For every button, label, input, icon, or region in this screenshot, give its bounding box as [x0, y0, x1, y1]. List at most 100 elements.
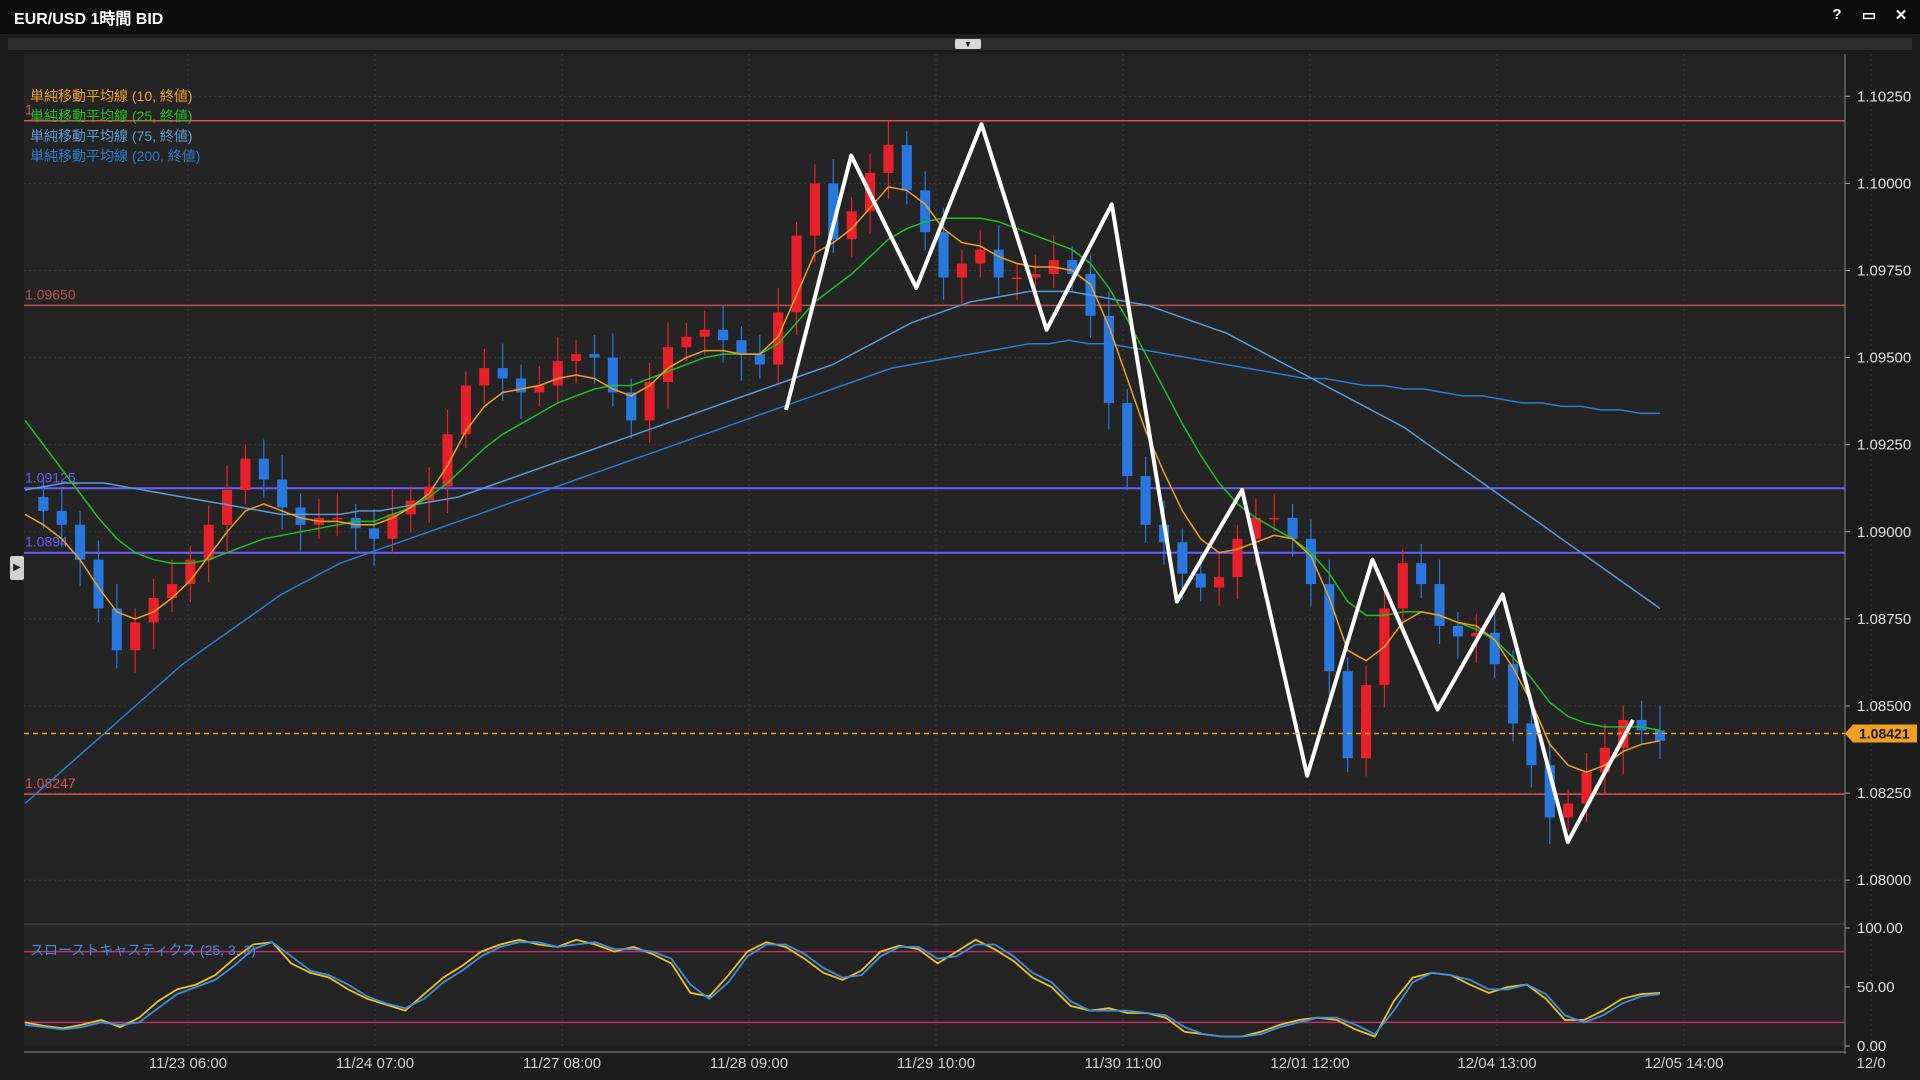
candle-body — [975, 249, 986, 264]
candle-body — [828, 183, 839, 240]
x-axis-tick-label: 12/05 14:00 — [1644, 1055, 1723, 1072]
level-line-label: 1.09125 — [25, 469, 76, 485]
candle-body — [130, 622, 141, 651]
candle-body — [1581, 772, 1592, 804]
maximize-icon[interactable]: ▭ — [1861, 7, 1877, 24]
oscillator-y-tick-label: 0.00 — [1857, 1038, 1886, 1055]
candle-body — [350, 517, 361, 529]
candle-body — [956, 263, 967, 278]
legend-entry: 単純移動平均線 (75, 終値) — [30, 128, 193, 144]
level-line-label: 1.09650 — [25, 286, 76, 302]
oscillator-title: スローストキャスティクス (25, 3, 3) — [30, 942, 256, 958]
candle-body — [1250, 517, 1261, 539]
candle-body — [1416, 563, 1427, 585]
candle-body — [1507, 664, 1519, 724]
collapse-toggle-button[interactable]: ▼ — [955, 39, 981, 49]
level-line-label: 1 — [25, 102, 33, 118]
candle-body — [1434, 584, 1445, 626]
candle-body — [589, 354, 600, 358]
candle-body — [699, 329, 710, 337]
candle-body — [515, 378, 527, 393]
y-axis-tick-label: 1.10000 — [1857, 175, 1911, 192]
candle-body — [148, 598, 159, 623]
candle-body — [1471, 632, 1482, 637]
candle-body — [1232, 538, 1243, 578]
y-axis-tick-labels: 1.10250 1.10000 1.09750 1.09500 1.09250 1.090… — [1845, 88, 1911, 889]
candle-body — [1526, 723, 1537, 766]
oscillator-y-tick-label: 100.00 — [1857, 920, 1903, 937]
level-line-label: 1.08247 — [25, 775, 76, 791]
y-axis-tick-label: 1.08500 — [1857, 698, 1911, 715]
candle-body — [736, 340, 747, 355]
x-axis-tick-label: 11/27 08:00 — [523, 1055, 601, 1072]
candle-body — [368, 528, 380, 539]
candle-body — [1654, 730, 1666, 741]
candle-body — [681, 336, 692, 348]
indicator-legend: 単純移動平均線 (10, 終値) 単純移動平均線 (25, 終値) 単純移動平均線 … — [30, 88, 200, 164]
candle-body — [240, 458, 251, 490]
stochastic-d-line — [24, 941, 1661, 1038]
candle-body — [1636, 719, 1647, 731]
candle-body — [497, 368, 508, 379]
current-price-marker — [1845, 724, 1917, 743]
candle-body — [644, 382, 655, 421]
side-panel-toggle[interactable]: ▶ — [10, 556, 24, 580]
sma-75-line — [24, 290, 1661, 610]
candle-body — [938, 232, 949, 278]
candle-body — [185, 559, 196, 585]
stochastic-k-line — [24, 938, 1661, 1038]
candle-body — [1214, 577, 1225, 588]
x-axis-tick-label: 12/04 13:00 — [1457, 1055, 1536, 1072]
candle-body — [1361, 685, 1372, 759]
candle-body — [479, 368, 490, 386]
candle-body — [332, 517, 343, 520]
candle-body — [111, 608, 122, 651]
candle-body — [1287, 517, 1298, 539]
candle-body — [93, 559, 104, 609]
candle-body — [920, 190, 931, 233]
candle-body — [1618, 719, 1629, 748]
candle-body — [791, 235, 802, 313]
candle-body — [1397, 563, 1408, 609]
candle-body — [662, 347, 674, 382]
sma-200-line — [24, 339, 1660, 805]
candle-body — [901, 145, 912, 191]
candle-body — [1563, 803, 1574, 818]
candle-body — [1599, 747, 1610, 773]
candle-body — [258, 458, 269, 480]
candle-body — [1269, 517, 1280, 520]
candle-body — [1140, 476, 1151, 525]
y-axis-tick-label: 1.09000 — [1857, 524, 1911, 541]
legend-entry: 単純移動平均線 (25, 終値) — [30, 108, 193, 124]
candle-body — [846, 211, 857, 240]
candle-body — [387, 514, 398, 539]
candle-body — [1544, 765, 1555, 818]
candle-body — [626, 392, 637, 421]
horizontal-level-lines: 1 1.09650 1.09125 1.0894 1.08247 — [24, 102, 1845, 795]
y-axis-tick-label: 1.08250 — [1857, 785, 1911, 802]
candle-body — [460, 385, 471, 435]
candle-body — [1067, 260, 1078, 274]
candle-body — [56, 510, 67, 525]
x-axis-tick-label: 12/01 12:00 — [1270, 1055, 1349, 1072]
candle-body — [222, 490, 233, 525]
candle-body — [75, 524, 86, 560]
candle-body — [773, 312, 784, 365]
x-axis-tick-label: 11/28 09:00 — [710, 1055, 788, 1072]
candle-body — [993, 249, 1004, 278]
help-icon[interactable]: ? — [1832, 6, 1842, 23]
candle-body — [38, 496, 49, 511]
window-controls: ? ▭ ✕ — [1828, 6, 1910, 24]
level-line-label: 1.0894 — [25, 534, 68, 550]
y-axis-tick-label: 1.09250 — [1857, 437, 1911, 454]
candle-body — [809, 183, 820, 236]
current-price-label: 1.08421 — [1859, 726, 1910, 742]
x-axis-tick-labels: 11/23 06:00 11/24 07:00 11/27 08:00 11/28 0… — [149, 1055, 1886, 1072]
title-bar: EUR/USD 1時間 BID ? ▭ ✕ — [0, 0, 1920, 34]
close-icon[interactable]: ✕ — [1894, 7, 1908, 24]
sma-10-line — [24, 186, 1661, 774]
candle-body — [277, 479, 288, 508]
sma-25-line — [24, 217, 1661, 732]
